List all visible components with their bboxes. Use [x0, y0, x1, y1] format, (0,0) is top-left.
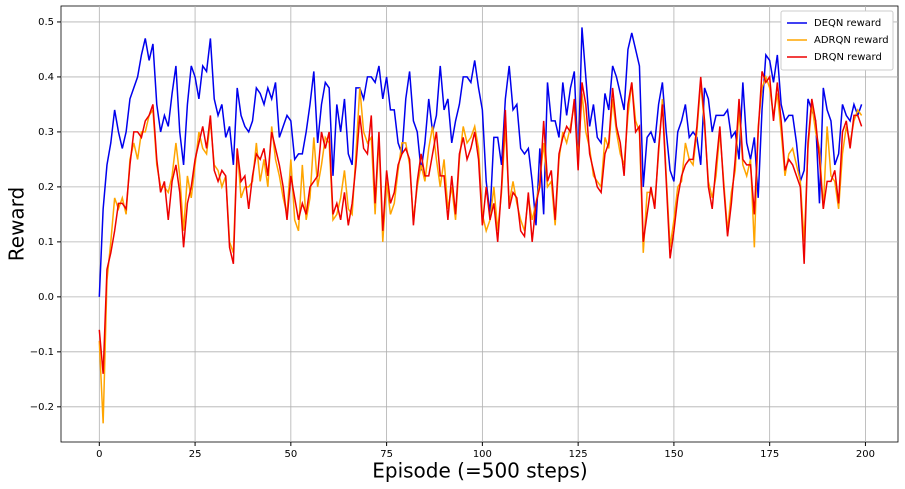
- y-tick-label: 0.2: [38, 182, 54, 193]
- series-line: [98, 71, 863, 374]
- x-tick-label: 175: [760, 449, 779, 460]
- y-tick-label: −0.1: [30, 347, 54, 358]
- y-tick-label: 0.4: [38, 72, 54, 83]
- y-tick-label: 0.3: [38, 127, 54, 138]
- x-tick-label: 200: [856, 449, 875, 460]
- legend-label: DEQN reward: [814, 18, 881, 29]
- legend-label: ADRQN reward: [814, 35, 889, 46]
- x-tick-label: 25: [189, 449, 202, 460]
- x-tick-label: 100: [473, 449, 492, 460]
- series-line: [98, 74, 863, 424]
- y-tick-label: 0.1: [38, 237, 54, 248]
- y-tick-label: 0.0: [38, 292, 54, 303]
- x-tick-label: 50: [284, 449, 297, 460]
- x-tick-label: 0: [96, 449, 102, 460]
- x-axis-label: Episode (=500 steps): [372, 459, 587, 483]
- y-tick-label: 0.5: [38, 17, 54, 28]
- x-tick-label: 75: [380, 449, 393, 460]
- series-line: [98, 27, 863, 297]
- x-tick-label: 150: [664, 449, 683, 460]
- y-tick-label: −0.2: [30, 402, 54, 413]
- legend-label: DRQN reward: [814, 52, 882, 63]
- plot-frame: [60, 5, 899, 443]
- legend-box: [780, 10, 894, 71]
- y-axis-label: Reward: [5, 187, 29, 261]
- x-tick-label: 125: [569, 449, 588, 460]
